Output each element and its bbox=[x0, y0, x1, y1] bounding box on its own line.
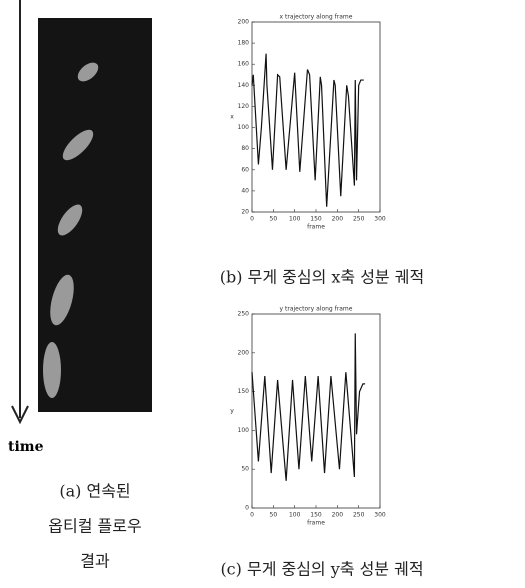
y-axis-label: x bbox=[230, 114, 234, 121]
x-tick-label: 250 bbox=[353, 512, 365, 519]
x-axis-label: frame bbox=[307, 520, 325, 527]
y-tick-label: 150 bbox=[238, 388, 250, 395]
x-axis-label: frame bbox=[307, 224, 325, 231]
chart-title: y trajectory along frame bbox=[280, 306, 353, 313]
trajectory-line bbox=[252, 54, 364, 207]
caption-a: 결과 bbox=[80, 552, 110, 571]
plot-frame bbox=[252, 22, 380, 212]
y-tick-label: 100 bbox=[238, 124, 250, 131]
x-tick-label: 150 bbox=[310, 512, 322, 519]
y-tick-label: 60 bbox=[241, 166, 249, 173]
caption: (c) 무게 중심의 y축 성분 궤적 bbox=[220, 560, 423, 579]
x-tick-label: 300 bbox=[374, 512, 386, 519]
x-tick-label: 50 bbox=[270, 512, 278, 519]
x-tick-label: 100 bbox=[289, 216, 301, 223]
y-tick-label: 200 bbox=[238, 349, 250, 356]
x-tick-label: 250 bbox=[353, 216, 365, 223]
y-tick-label: 50 bbox=[241, 466, 249, 473]
figure: time (a) 연속된 옵티컬 플로우 결과 x trajectory alo… bbox=[0, 0, 525, 584]
x-tick-label: 100 bbox=[289, 512, 301, 519]
caption-a: 옵티컬 플로우 bbox=[48, 517, 141, 536]
y-tick-label: 100 bbox=[238, 427, 250, 434]
y-tick-label: 200 bbox=[238, 19, 250, 26]
y-tick-label: 40 bbox=[241, 187, 249, 194]
x-tick-label: 200 bbox=[332, 216, 344, 223]
y-tick-label: 120 bbox=[238, 103, 250, 110]
y-tick-label: 160 bbox=[238, 61, 250, 68]
x-tick-label: 50 bbox=[270, 216, 278, 223]
y-axis-label: y bbox=[230, 408, 234, 415]
x-tick-label: 150 bbox=[310, 216, 322, 223]
y-tick-label: 140 bbox=[238, 82, 250, 89]
x-tick-label: 200 bbox=[332, 512, 344, 519]
x-tick-label: 300 bbox=[374, 216, 386, 223]
y-tick-label: 180 bbox=[238, 40, 250, 47]
x-tick-label: 0 bbox=[250, 216, 254, 223]
y-tick-label: 250 bbox=[238, 311, 250, 318]
y-tick-label: 20 bbox=[241, 209, 249, 216]
trajectory-line bbox=[252, 333, 365, 480]
y-tick-label: 80 bbox=[241, 145, 249, 152]
chart-title: x trajectory along frame bbox=[280, 14, 353, 21]
time-label: time bbox=[8, 439, 44, 455]
x-tick-label: 0 bbox=[250, 512, 254, 519]
caption-a: (a) 연속된 bbox=[59, 482, 130, 501]
y-tick-label: 0 bbox=[245, 505, 249, 512]
caption: (b) 무게 중심의 x축 성분 궤적 bbox=[220, 268, 424, 287]
